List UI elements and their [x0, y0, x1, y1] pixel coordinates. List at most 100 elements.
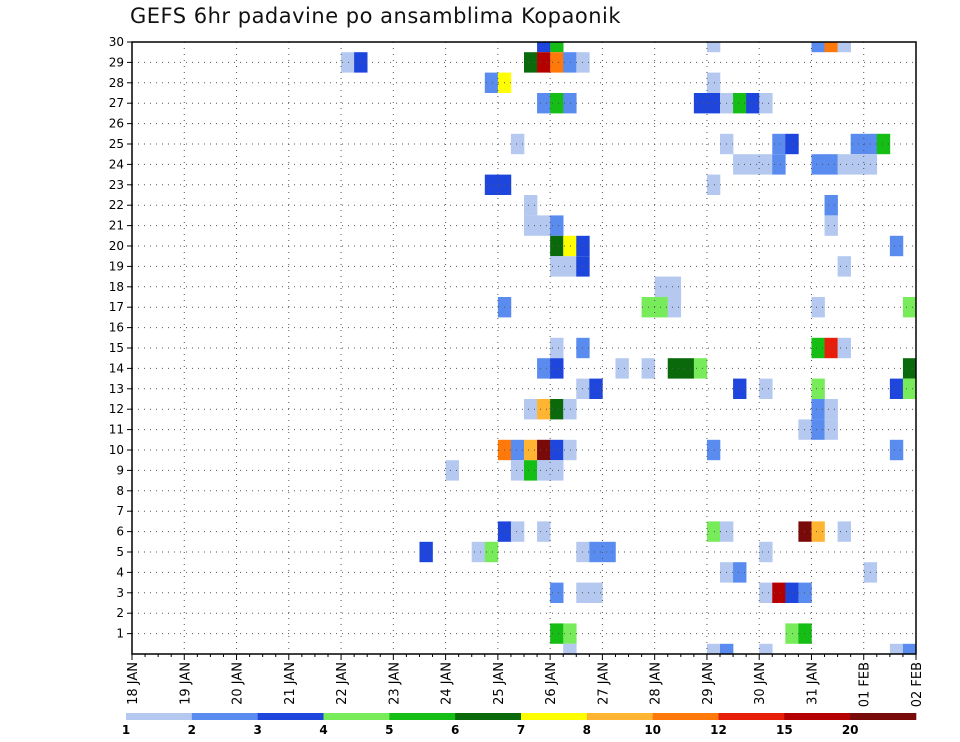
heatmap-cell	[850, 133, 865, 155]
heatmap-cell	[889, 439, 904, 461]
heatmap-cell	[733, 93, 747, 114]
y-tick-label: 10	[109, 443, 124, 457]
x-tick-label: 19 JAN	[178, 662, 193, 705]
heatmap-cell	[524, 52, 538, 73]
heatmap-cell	[589, 541, 603, 563]
heatmap-cell	[811, 42, 825, 53]
colorbar-swatch	[586, 713, 653, 720]
y-tick-label: 8	[116, 484, 124, 498]
x-tick-label: 18 JAN	[126, 662, 141, 705]
colorbar: 1 2 3 4 5 6 7 8 10 12 15 20	[122, 713, 917, 737]
heatmap-cell	[667, 276, 682, 297]
y-tick-label: 23	[109, 178, 124, 192]
heatmap-cell	[510, 133, 525, 155]
x-axis: 18 JAN 19 JAN 20 JAN 21 JAN 22 JAN 23 JAN 24 J…	[126, 654, 925, 707]
heatmap-cell	[798, 582, 812, 603]
heatmap-cell	[824, 154, 838, 175]
heatmap-cell	[733, 378, 747, 399]
heatmap-cell	[550, 623, 564, 644]
heatmap-cell	[706, 42, 721, 53]
heatmap-cell	[524, 399, 538, 420]
heatmap-cell	[759, 93, 773, 114]
heatmap-cell	[798, 521, 812, 542]
y-tick-label: 1	[116, 627, 124, 641]
heatmap-cell	[654, 297, 669, 318]
heatmap-cell	[706, 93, 721, 114]
heatmap-cell	[563, 256, 577, 277]
colorbar-label: 6	[451, 723, 459, 737]
heatmap-cell	[798, 623, 812, 644]
colorbar-label: 5	[385, 723, 393, 737]
heatmap-cell	[706, 521, 721, 542]
heatmap-cell	[733, 154, 747, 175]
heatmap-cell	[837, 521, 851, 542]
y-tick-label: 16	[109, 321, 124, 335]
heatmap-cell	[837, 154, 851, 175]
colorbar-swatch	[257, 713, 324, 720]
colorbar-label: 15	[776, 723, 793, 737]
heatmap-cell	[706, 72, 721, 93]
x-tick-label: 30 JAN	[753, 662, 768, 705]
y-tick-label: 7	[116, 504, 124, 518]
grid	[132, 42, 916, 654]
y-tick-label: 6	[116, 525, 124, 539]
heatmap-cells	[341, 42, 917, 654]
x-tick-label: 29 JAN	[701, 662, 716, 705]
heatmap-cell	[510, 439, 525, 461]
heatmap-cell	[667, 297, 682, 318]
heatmap-cell	[824, 215, 838, 236]
heatmap-cell	[680, 358, 695, 379]
x-tick-label: 28 JAN	[649, 662, 664, 705]
heatmap-cell	[589, 378, 603, 399]
heatmap-cell	[563, 93, 577, 114]
y-tick-label: 5	[116, 545, 124, 559]
heatmap-cell	[550, 399, 564, 420]
heatmap-cell	[537, 439, 551, 461]
heatmap-cell	[537, 215, 551, 236]
y-tick-label: 30	[109, 35, 124, 49]
y-tick-label: 14	[109, 361, 124, 375]
y-tick-label: 13	[109, 382, 124, 396]
y-tick-label: 4	[116, 565, 124, 579]
x-tick-label: 20 JAN	[231, 662, 246, 705]
heatmap-cell	[445, 460, 459, 481]
heatmap-cell	[484, 72, 499, 93]
heatmap-cell	[902, 378, 917, 399]
heatmap-cell	[615, 358, 629, 379]
heatmap-cell	[550, 460, 564, 481]
colorbar-label: 12	[710, 723, 727, 737]
y-tick-label: 20	[109, 239, 124, 253]
x-tick-label: 27 JAN	[596, 662, 611, 705]
heatmap-cell	[602, 541, 616, 563]
colorbar-swatch	[126, 713, 193, 720]
heatmap-cell	[902, 643, 917, 654]
heatmap-cell	[537, 399, 551, 420]
y-tick-label: 25	[109, 137, 124, 151]
heatmap-cell	[811, 337, 825, 359]
y-tick-label: 3	[116, 586, 124, 600]
heatmap-cell	[811, 399, 825, 420]
heatmap-cell	[706, 174, 721, 195]
colorbar-label: 3	[253, 723, 261, 737]
heatmap-cell	[693, 358, 708, 379]
heatmap-cell	[824, 419, 838, 440]
heatmap-cell	[811, 378, 825, 399]
colorbar-label: 7	[517, 723, 525, 737]
heatmap-cell	[341, 52, 355, 73]
heatmap-cell	[706, 439, 721, 461]
heatmap-cell	[824, 42, 838, 53]
heatmap-cell	[759, 582, 773, 603]
heatmap-cell	[850, 154, 865, 175]
heatmap-cell	[772, 154, 786, 175]
colorbar-swatch	[191, 713, 258, 720]
heatmap-cell	[654, 276, 669, 297]
heatmap-cell	[537, 358, 551, 379]
heatmap-cell	[837, 42, 851, 53]
heatmap-cell	[537, 460, 551, 481]
colorbar-label: 1	[122, 723, 130, 737]
y-tick-label: 29	[109, 55, 124, 69]
heatmap-cell	[811, 297, 825, 318]
y-tick-label: 27	[109, 96, 124, 110]
heatmap-cell	[563, 52, 577, 73]
heatmap-cell	[471, 541, 486, 563]
